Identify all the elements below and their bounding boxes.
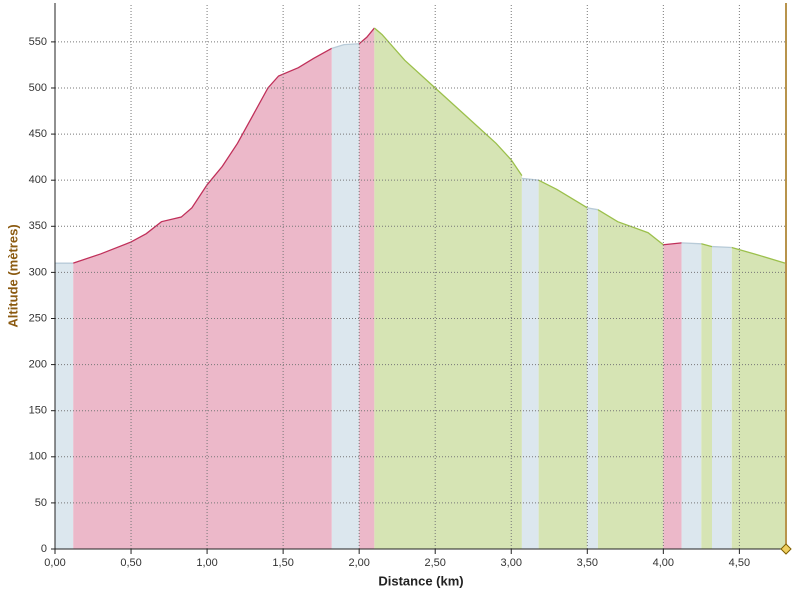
profile-line [597,209,664,246]
y-tick-label: 300 [29,266,47,278]
y-tick-label: 400 [29,174,47,186]
profile-line [701,243,713,248]
area-segment [374,28,522,550]
y-tick-label: 250 [29,312,47,324]
area-segment [359,28,375,550]
area-segment [331,43,360,549]
profile-line [587,207,599,211]
x-tick-label: 2,00 [348,557,369,569]
area-segment [701,243,712,550]
profile-line [373,27,523,176]
profile-line [331,43,360,49]
area-segment [681,242,702,549]
area-segment [587,207,598,549]
area-segment [597,209,664,549]
y-axis-title: Altitude (mètres) [5,224,20,327]
y-tick-label: 100 [29,451,47,463]
cursor-marker [780,543,792,555]
area-segment [521,178,539,549]
x-tick-label: 2,50 [424,557,445,569]
y-tick-label: 350 [29,220,47,232]
y-tick-label: 150 [29,405,47,417]
y-tick-label: 450 [29,128,47,140]
profile-line [73,47,333,264]
x-tick-label: 3,50 [577,557,598,569]
profile-line [681,242,702,245]
profile-line [663,242,682,246]
x-tick-label: 4,00 [653,557,674,569]
area-segment [73,48,332,549]
y-tick-label: 500 [29,82,47,94]
profile-line [538,179,588,209]
x-tick-label: 3,00 [501,557,522,569]
x-tick-label: 0,00 [44,557,65,569]
profile-line [731,246,786,264]
x-tick-label: 4,50 [729,557,750,569]
y-tick-label: 200 [29,358,47,370]
profile-line [711,245,732,249]
x-axis-title: Distance (km) [378,573,463,588]
area-segment [663,242,682,549]
y-tick-label: 550 [29,36,47,48]
area-segment [731,247,785,549]
x-tick-label: 1,00 [196,557,217,569]
area-segment [55,263,74,549]
y-tick-label: 50 [35,497,47,509]
area-segment [712,246,732,549]
x-tick-label: 0,50 [120,557,141,569]
x-tick-label: 1,50 [272,557,293,569]
y-tick-label: 0 [41,543,47,555]
